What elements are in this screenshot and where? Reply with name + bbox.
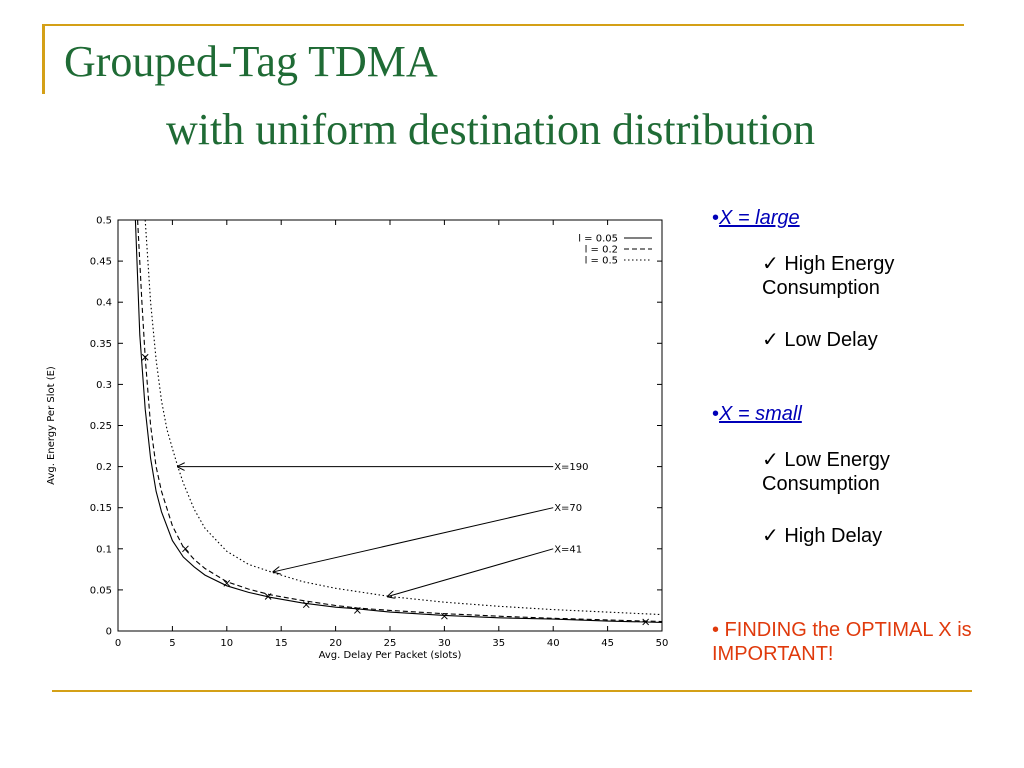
x-tick-label: 0 — [115, 638, 121, 649]
x-tick-label: 10 — [220, 638, 233, 649]
x-tick-label: 45 — [601, 638, 614, 649]
bullet-x-small: •X = small — [712, 403, 802, 425]
x-marker — [441, 612, 448, 620]
x-tick-label: 30 — [438, 638, 451, 649]
y-tick-label: 0.05 — [90, 585, 112, 596]
x-axis-label: Avg. Delay Per Packet (slots) — [319, 650, 462, 661]
series-line-2 — [144, 220, 662, 616]
bullet-item: ✓ Low Energy Consumption — [762, 449, 890, 495]
y-tick-label: 0.1 — [96, 544, 112, 555]
y-tick-label: 0.15 — [90, 503, 112, 514]
y-tick-label: 0.45 — [90, 257, 112, 268]
slide-title: Grouped-Tag TDMA — [64, 37, 438, 86]
energy-delay-chart: X=190 X=70 X=41 l = 0.05l = 0.2l = 0.5 0 5 1… — [46, 216, 669, 662]
annotation-label: X=70 — [554, 503, 582, 514]
x-tick-label: 25 — [384, 638, 397, 649]
y-axis-label: Avg. Energy Per Slot (E) — [46, 366, 57, 485]
x-marker — [642, 618, 650, 626]
y-tick-label: 0.5 — [96, 216, 112, 227]
x-marker — [223, 579, 231, 587]
x-tick-label: 40 — [547, 638, 560, 649]
slide-subtitle: with uniform destination distribution — [166, 105, 815, 154]
legend-label: l = 0.2 — [585, 245, 618, 256]
bullet-item: ✓ Low Delay — [762, 329, 878, 351]
finding-text: • FINDING the OPTIMAL X is IMPORTANT! — [712, 619, 972, 665]
annotation-label: X=41 — [554, 544, 582, 555]
bullet-head-label: X = small — [719, 403, 802, 425]
annotation-label: X=190 — [554, 462, 588, 473]
x-tick-label: 5 — [169, 638, 175, 649]
x-marker — [182, 545, 189, 553]
bullet-x-large: •X = large — [712, 207, 800, 229]
series-line-1 — [137, 220, 662, 623]
bullet-head-label: X = large — [719, 207, 800, 229]
x-marker — [264, 593, 272, 600]
y-tick-label: 0.25 — [90, 421, 112, 432]
bullet-item: ✓ High Delay — [762, 525, 883, 547]
y-tick-label: 0.4 — [96, 298, 112, 309]
x-tick-label: 15 — [275, 638, 288, 649]
annotation-arrow — [388, 548, 554, 597]
accent-line-top — [42, 24, 964, 26]
y-tick-label: 0.35 — [90, 339, 112, 350]
y-tick-label: 0.3 — [96, 380, 112, 391]
bullet-item: ✓ High Energy Consumption — [762, 253, 895, 299]
accent-line-left — [42, 24, 45, 94]
y-tick-label: 0 — [106, 627, 112, 638]
x-marker — [354, 607, 361, 614]
legend-label: l = 0.05 — [578, 234, 618, 245]
x-tick-label: 20 — [329, 638, 342, 649]
plot-frame — [117, 219, 663, 632]
y-tick-label: 0.2 — [96, 462, 112, 473]
x-tick-label: 35 — [492, 638, 505, 649]
annotation-arrow — [274, 507, 554, 572]
x-marker — [302, 601, 310, 609]
x-tick-label: 50 — [656, 638, 669, 649]
accent-line-bottom — [52, 690, 972, 692]
legend-label: l = 0.5 — [585, 256, 618, 267]
x-marker — [141, 353, 149, 361]
series-line-0 — [134, 220, 662, 623]
